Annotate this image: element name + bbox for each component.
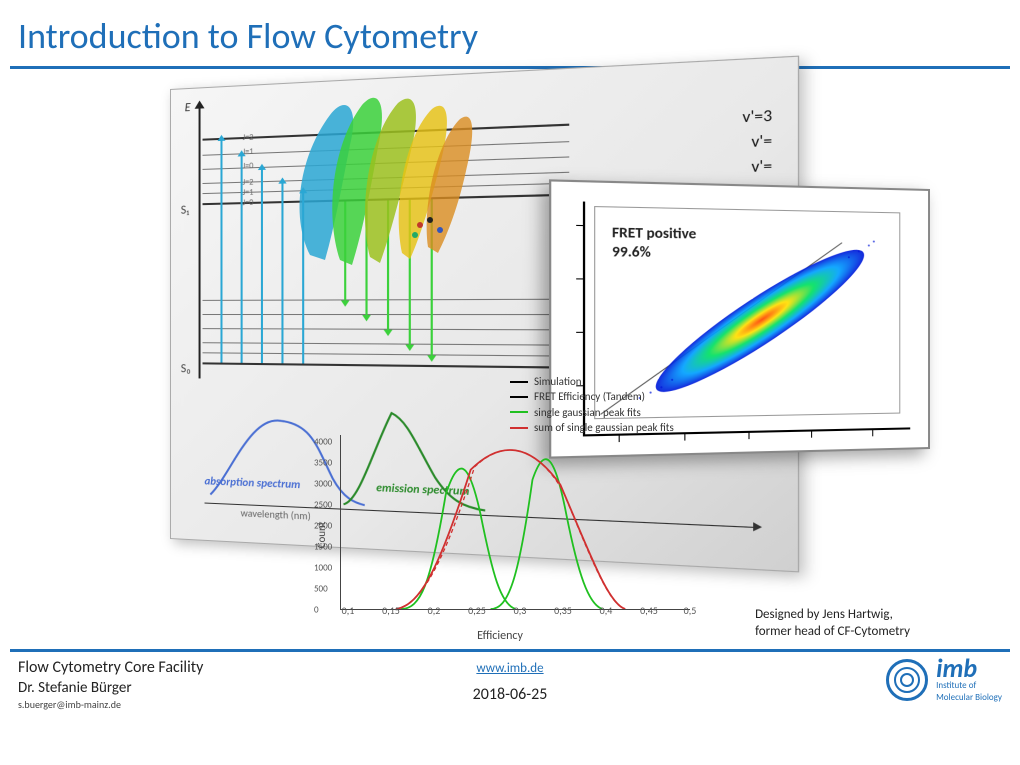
footer-left: Flow Cytometry Core Facility Dr. Stefani… [18,658,203,711]
emission-arrow-5 [431,199,433,356]
s0-v3 [203,299,570,301]
absorption-arrow-5 [302,192,304,363]
s0-v0j1 [203,352,570,356]
presenter-name: Dr. Stefanie Bürger [18,679,203,697]
j-label-4: J=2 [243,177,254,188]
footer-right: imb Institute of Molecular Biology [886,658,1002,703]
emission-arrow-4 [409,200,411,346]
eff-xtick: 0,25 [468,604,486,617]
eff-ytick: 2000 [314,521,332,532]
legend-label: FRET Efficiency (Tandem) [534,389,645,404]
absorption-arrow-4 [281,183,283,364]
credit-line1: Designed by Jens Hartwig, [755,606,910,624]
eff-xtick: 0,1 [342,604,355,617]
eff-ytick: 500 [314,584,328,595]
j-label-3: J=0 [243,161,254,172]
institute-url[interactable]: www.imb.de [476,661,543,676]
content-area: E S₁ J=2 J=1 J=0 J=2 J=1 J=0 S₀ [0,69,1020,649]
legend-label: Simulation [534,374,582,389]
absorption-arrow-1 [220,140,222,363]
design-credit: Designed by Jens Hartwig, former head of… [755,606,910,641]
j-label-1: J=2 [243,132,254,143]
emission-arrow-3 [387,200,389,330]
eff-ytick: 3500 [314,458,332,469]
eff-ytick: 3000 [314,479,332,490]
slide-title: Introduction to Flow Cytometry [0,0,1020,66]
credit-line2: former head of CF-Cytometry [755,623,910,641]
absorption-arrow-3 [261,169,263,363]
eff-xtick: 0,4 [600,604,613,617]
institute-line1: Institute of [936,681,1002,691]
s1-v2 [203,141,570,156]
efficiency-axes [340,435,690,610]
j-label-5: J=1 [243,188,254,198]
vprime-3: v'=3 [742,106,772,127]
eff-ytick: 1000 [314,563,332,574]
eff-xtick: 0,5 [684,604,697,617]
eff-ytick: 4000 [314,437,332,448]
s1-v0j0 [203,194,570,206]
efficiency-plot: Efficiency Count 0,1 0,15 0,2 0,25 0,3 0… [300,425,700,645]
absorption-arrow-2 [241,155,243,362]
presenter-email: s.buerger@imb-mainz.de [18,698,203,711]
institute-line2: Molecular Biology [936,693,1002,703]
emission-arrow-1 [344,202,346,302]
vprime-2: v'= [751,131,772,151]
energy-axis-label: E [185,101,191,115]
vprime-1: v'= [751,156,772,176]
eff-ytick: 0 [314,605,319,616]
legend-label: single gaussian peak fits [534,405,641,420]
imb-logo-script: imb [936,658,1002,679]
presentation-date: 2018-06-25 [473,685,548,704]
footer: Flow Cytometry Core Facility Dr. Stefani… [0,652,1020,719]
eff-xtick: 0,3 [514,604,527,617]
state-s1-label: S₁ [181,204,189,218]
imb-logo-icon [886,659,928,701]
eff-ytick: 1500 [314,542,332,553]
eff-xtick: 0,15 [382,604,400,617]
energy-axis [199,107,201,379]
eff-xtick: 0,35 [554,604,572,617]
legend-item: single gaussian peak fits [510,405,674,420]
efficiency-svg [341,435,690,609]
emission-arrow-2 [365,201,367,316]
s1-v0j2 [203,172,570,184]
eff-xtick: 0,2 [428,604,441,617]
footer-center: www.imb.de 2018-06-25 [473,658,548,704]
j-label-6: J=0 [243,198,254,208]
s0-v2 [203,314,570,315]
s0-v0j0 [203,362,570,368]
efficiency-xlabel: Efficiency [477,629,523,643]
s0-v0j2 [203,342,570,346]
eff-xtick: 0,45 [640,604,658,617]
legend-item: Simulation [510,374,674,389]
eff-ytick: 2500 [314,500,332,511]
facility-name: Flow Cytometry Core Facility [18,658,203,677]
legend-item: FRET Efficiency (Tandem) [510,389,674,404]
s1-v3 [203,124,570,141]
imb-logo-text: imb Institute of Molecular Biology [936,658,1002,703]
s1-v0j1 [203,183,570,194]
